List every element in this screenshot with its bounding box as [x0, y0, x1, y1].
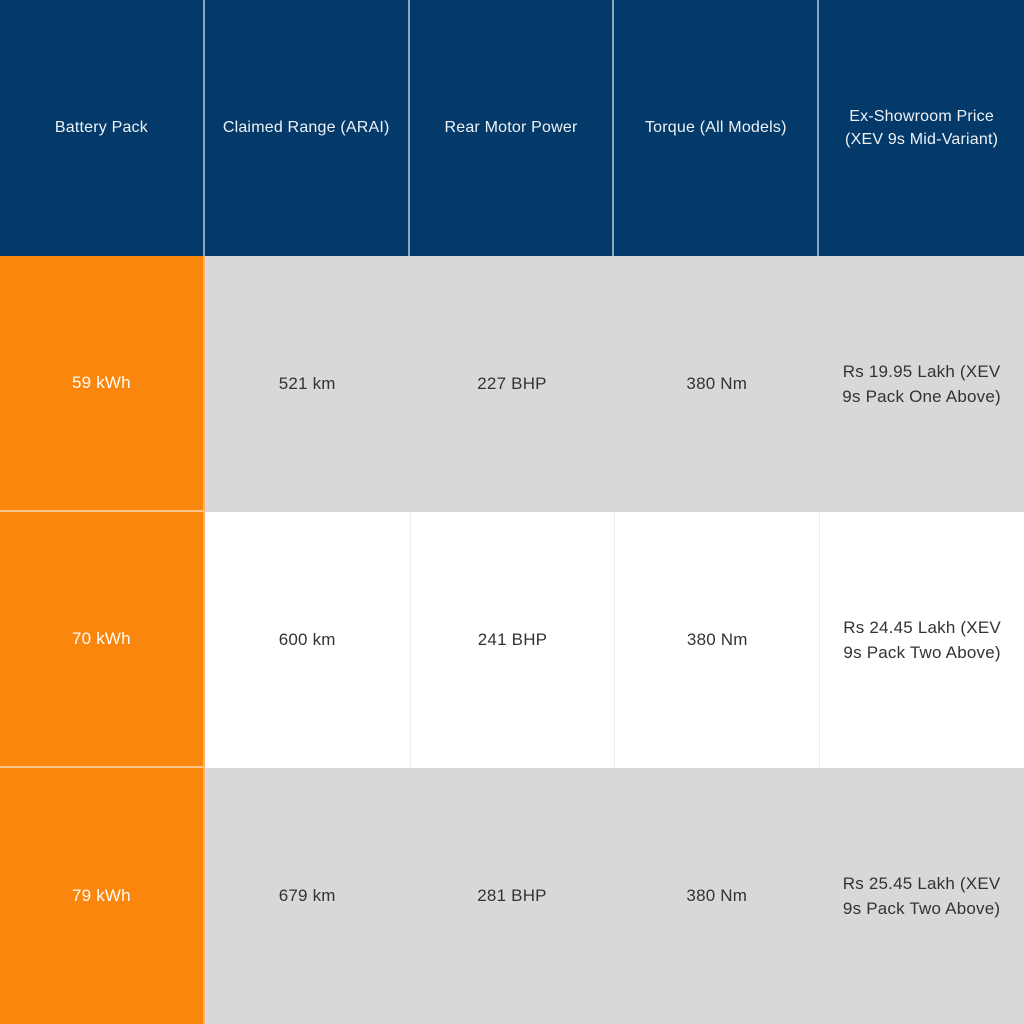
row1-torque-cell: 380 Nm — [614, 256, 820, 512]
row1-battery-pack-cell: 59 kWh — [0, 256, 205, 512]
row1-claimed-range-cell: 521 km — [204, 256, 410, 512]
row3-price-cell: Rs 25.45 Lakh (XEV 9s Pack Two Above) — [819, 768, 1024, 1024]
row3-torque-cell: 380 Nm — [614, 768, 820, 1024]
row2-torque-cell: 380 Nm — [614, 512, 820, 768]
row1-price-cell: Rs 19.95 Lakh (XEV 9s Pack One Above) — [819, 256, 1024, 512]
column-header-rear-motor-power: Rear Motor Power — [409, 0, 615, 256]
row3-rear-motor-power-cell: 281 BHP — [409, 768, 615, 1024]
column-header-torque: Torque (All Models) — [614, 0, 820, 256]
row2-battery-pack-cell: 70 kWh — [0, 512, 205, 768]
column-header-battery-pack: Battery Pack — [0, 0, 205, 256]
row3-battery-pack-cell: 79 kWh — [0, 768, 205, 1024]
column-header-price: Ex-Showroom Price (XEV 9s Mid-Variant) — [819, 0, 1024, 256]
row3-claimed-range-cell: 679 km — [204, 768, 410, 1024]
row2-claimed-range-cell: 600 km — [204, 512, 410, 768]
column-header-claimed-range: Claimed Range (ARAI) — [204, 0, 410, 256]
row2-rear-motor-power-cell: 241 BHP — [409, 512, 615, 768]
row2-price-cell: Rs 24.45 Lakh (XEV 9s Pack Two Above) — [819, 512, 1024, 768]
row1-rear-motor-power-cell: 227 BHP — [409, 256, 615, 512]
